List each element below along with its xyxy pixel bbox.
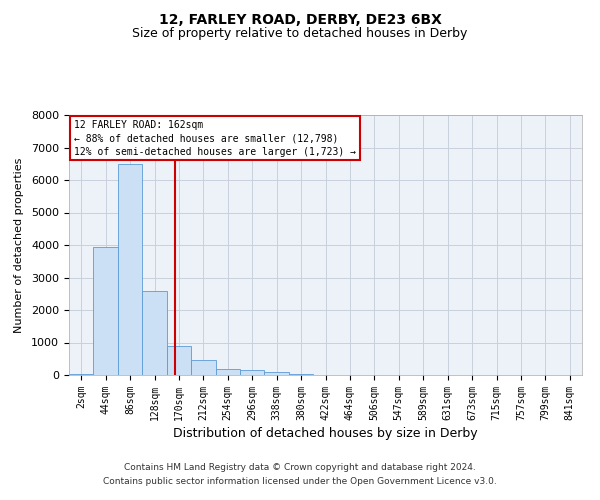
Text: Contains HM Land Registry data © Crown copyright and database right 2024.: Contains HM Land Registry data © Crown c… [124, 464, 476, 472]
Text: Contains public sector information licensed under the Open Government Licence v3: Contains public sector information licen… [103, 477, 497, 486]
Text: 12 FARLEY ROAD: 162sqm
← 88% of detached houses are smaller (12,798)
12% of semi: 12 FARLEY ROAD: 162sqm ← 88% of detached… [74, 120, 356, 156]
Bar [142, 290, 167, 375]
Text: 12, FARLEY ROAD, DERBY, DE23 6BX: 12, FARLEY ROAD, DERBY, DE23 6BX [158, 12, 442, 26]
Bar [289, 374, 313, 375]
X-axis label: Distribution of detached houses by size in Derby: Distribution of detached houses by size … [173, 427, 478, 440]
Text: Size of property relative to detached houses in Derby: Size of property relative to detached ho… [133, 28, 467, 40]
Bar [215, 368, 240, 375]
Bar [265, 372, 289, 375]
Bar [94, 246, 118, 375]
Bar [191, 360, 215, 375]
Y-axis label: Number of detached properties: Number of detached properties [14, 158, 24, 332]
Bar [167, 346, 191, 375]
Bar [240, 370, 265, 375]
Bar [69, 374, 94, 375]
Bar [118, 164, 142, 375]
